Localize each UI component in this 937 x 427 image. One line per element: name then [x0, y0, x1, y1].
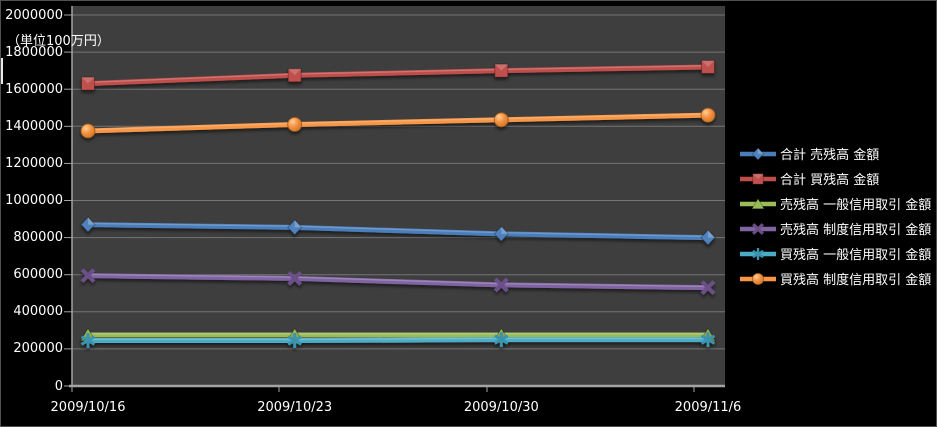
series-line — [85, 112, 711, 134]
marker-square — [752, 172, 764, 185]
marker-square — [81, 76, 95, 91]
legend-label: 買残高 一般信用取引 金額 — [780, 248, 932, 263]
series-1 — [81, 59, 715, 91]
legend-label: 合計 買残高 金額 — [780, 173, 880, 188]
marker-x — [287, 270, 303, 286]
y-axis-tick-label: 600000 — [13, 267, 63, 283]
legend-marker-x — [740, 222, 776, 235]
marker-triangle — [751, 197, 765, 209]
marker-x — [752, 222, 764, 235]
legend-item: 売残高 制度信用取引 金額 — [739, 216, 931, 241]
legend-marker-triangle — [740, 197, 776, 209]
legend-item: 合計 買残高 金額 — [739, 166, 931, 191]
y-axis-tick-label: 1800000 — [5, 44, 63, 60]
marker-circle — [752, 272, 764, 285]
y-axis-tick-label: 800000 — [13, 230, 63, 246]
legend-marker-circle — [740, 272, 776, 285]
marker-asterisk — [752, 247, 764, 260]
y-axis-tick-label: 1400000 — [5, 118, 63, 134]
marker-square — [701, 59, 715, 74]
series-3 — [80, 268, 716, 296]
legend-label: 合計 売残高 金額 — [780, 148, 880, 163]
legend-label: 買残高 制度信用取引 金額 — [780, 273, 932, 288]
x-axis-tick-label: 2009/11/6 — [674, 400, 742, 415]
marker-circle — [493, 112, 509, 128]
marker-diamond — [751, 146, 765, 161]
marker-diamond — [700, 229, 716, 246]
series-line-highlight — [87, 222, 709, 238]
x-axis-tick-label: 2009/10/30 — [463, 400, 539, 415]
legend-marker-diamond — [740, 146, 776, 161]
legend-item: 買残高 制度信用取引 金額 — [739, 266, 931, 291]
y-axis-tick-label: 400000 — [13, 304, 63, 320]
x-axis-tick-label: 2009/10/23 — [257, 400, 333, 415]
legend-label: 売残高 制度信用取引 金額 — [780, 223, 932, 238]
legend-item: 売残高 一般信用取引 金額 — [739, 191, 931, 216]
marker-x — [700, 280, 716, 296]
y-axis-tick-label: 200000 — [13, 341, 63, 357]
marker-x — [493, 277, 509, 293]
series-0 — [80, 216, 716, 246]
series-line — [85, 222, 711, 241]
marker-diamond — [80, 216, 96, 233]
unit-label: （単位100万円） — [7, 34, 110, 49]
x-axis-tick-label: 2009/10/16 — [50, 400, 126, 415]
marker-circle — [287, 117, 303, 132]
legend: 合計 売残高 金額 合計 買残高 金額売残高 一般信用取引 金額 売残高 制度信用取… — [739, 141, 931, 291]
marker-diamond — [493, 225, 509, 243]
legend-label: 売残高 一般信用取引 金額 — [780, 198, 932, 213]
y-axis-tick-label: 0 — [54, 378, 63, 394]
series-4 — [80, 332, 716, 349]
series-line-highlight — [88, 337, 708, 341]
legend-item: 買残高 一般信用取引 金額 — [739, 241, 931, 266]
legend-marker-square — [740, 172, 776, 185]
y-axis-tick-label: 2000000 — [5, 7, 63, 23]
y-axis-tick-label: 1200000 — [5, 155, 63, 171]
marker-asterisk — [494, 332, 509, 348]
legend-item: 合計 売残高 金額 — [739, 141, 931, 166]
marker-circle — [80, 123, 96, 139]
series-5 — [80, 107, 716, 139]
y-axis-tick-label: 1600000 — [5, 81, 63, 97]
marker-asterisk — [80, 333, 96, 349]
series-line — [85, 273, 711, 291]
y-axis-tick-label: 1000000 — [5, 193, 63, 208]
marker-asterisk — [287, 333, 302, 349]
series-line-highlight — [87, 113, 709, 131]
marker-diamond — [287, 219, 303, 236]
screen-edge-artifact — [1, 58, 3, 84]
series-line-highlight — [87, 65, 709, 84]
marker-x — [80, 268, 96, 284]
series-line — [85, 64, 711, 87]
marker-circle — [700, 107, 716, 123]
legend-marker-asterisk — [740, 247, 776, 260]
marker-asterisk — [700, 332, 716, 348]
series-line — [85, 337, 711, 344]
marker-square — [287, 68, 302, 83]
marker-square — [494, 63, 509, 78]
series-line-highlight — [87, 273, 709, 288]
